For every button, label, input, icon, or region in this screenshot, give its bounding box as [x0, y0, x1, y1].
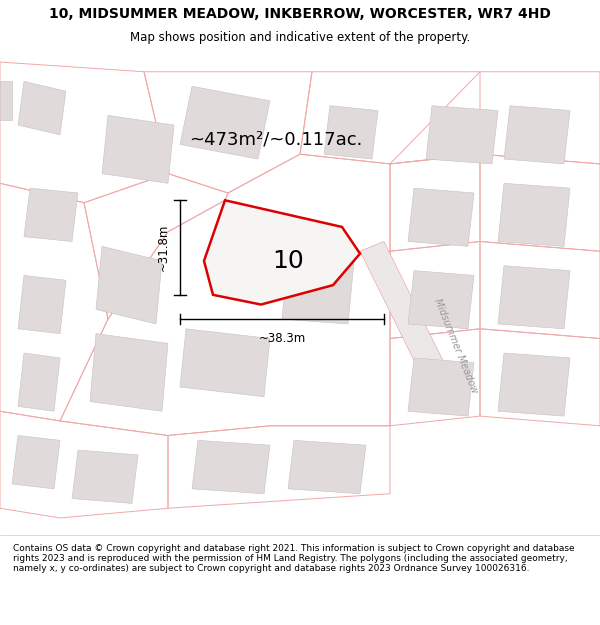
Text: Map shows position and indicative extent of the property.: Map shows position and indicative extent… [130, 31, 470, 44]
Polygon shape [192, 441, 270, 494]
Polygon shape [102, 116, 174, 183]
Polygon shape [498, 183, 570, 246]
Polygon shape [282, 256, 354, 324]
Polygon shape [504, 106, 570, 164]
Polygon shape [408, 271, 474, 329]
Polygon shape [408, 188, 474, 246]
Polygon shape [18, 353, 60, 411]
Polygon shape [360, 241, 456, 397]
Polygon shape [96, 246, 162, 324]
Text: ~473m²/~0.117ac.: ~473m²/~0.117ac. [190, 131, 362, 149]
Polygon shape [12, 436, 60, 489]
Polygon shape [90, 334, 168, 411]
Text: 10, MIDSUMMER MEADOW, INKBERROW, WORCESTER, WR7 4HD: 10, MIDSUMMER MEADOW, INKBERROW, WORCEST… [49, 8, 551, 21]
Text: 10: 10 [272, 249, 304, 273]
Polygon shape [324, 106, 378, 159]
Polygon shape [0, 81, 12, 120]
Polygon shape [498, 353, 570, 416]
Polygon shape [180, 329, 270, 397]
Polygon shape [180, 86, 270, 159]
Text: Midsummer Meadow: Midsummer Meadow [433, 297, 479, 394]
Text: ~31.8m: ~31.8m [157, 224, 170, 271]
Polygon shape [288, 441, 366, 494]
Polygon shape [72, 450, 138, 503]
Polygon shape [24, 188, 78, 241]
Polygon shape [408, 358, 474, 416]
Text: ~38.3m: ~38.3m [259, 332, 305, 345]
Polygon shape [498, 266, 570, 329]
Polygon shape [204, 200, 360, 304]
Polygon shape [18, 276, 66, 334]
Polygon shape [426, 106, 498, 164]
Text: Contains OS data © Crown copyright and database right 2021. This information is : Contains OS data © Crown copyright and d… [13, 544, 575, 573]
Polygon shape [18, 81, 66, 135]
